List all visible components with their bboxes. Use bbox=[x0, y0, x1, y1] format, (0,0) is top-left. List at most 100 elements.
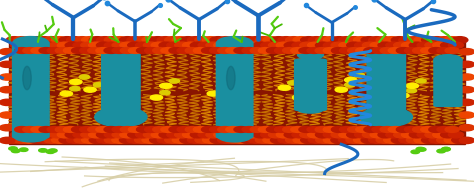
Circle shape bbox=[331, 132, 346, 138]
Circle shape bbox=[308, 37, 324, 43]
Circle shape bbox=[39, 48, 53, 53]
FancyBboxPatch shape bbox=[101, 53, 141, 111]
Circle shape bbox=[401, 42, 417, 48]
Circle shape bbox=[354, 137, 370, 143]
Circle shape bbox=[80, 127, 94, 132]
Circle shape bbox=[47, 127, 62, 132]
Circle shape bbox=[143, 132, 158, 138]
Circle shape bbox=[229, 132, 245, 138]
Circle shape bbox=[300, 42, 315, 48]
Circle shape bbox=[411, 150, 419, 154]
Circle shape bbox=[355, 42, 370, 48]
Circle shape bbox=[174, 132, 190, 138]
Circle shape bbox=[376, 37, 392, 43]
Circle shape bbox=[445, 48, 459, 53]
Circle shape bbox=[104, 37, 120, 43]
Circle shape bbox=[266, 127, 281, 132]
Circle shape bbox=[66, 137, 82, 143]
Circle shape bbox=[14, 137, 30, 143]
Circle shape bbox=[151, 42, 166, 48]
Circle shape bbox=[315, 127, 329, 132]
Circle shape bbox=[112, 137, 128, 143]
Circle shape bbox=[331, 127, 346, 132]
Circle shape bbox=[145, 48, 159, 53]
Circle shape bbox=[362, 42, 377, 48]
Circle shape bbox=[49, 149, 57, 152]
Circle shape bbox=[448, 42, 464, 48]
Circle shape bbox=[104, 132, 119, 138]
Circle shape bbox=[292, 42, 307, 48]
Circle shape bbox=[185, 48, 200, 53]
Circle shape bbox=[429, 137, 445, 143]
Circle shape bbox=[72, 48, 86, 53]
Circle shape bbox=[74, 37, 90, 43]
Circle shape bbox=[161, 48, 175, 53]
Circle shape bbox=[167, 42, 182, 48]
Circle shape bbox=[459, 112, 474, 118]
Circle shape bbox=[180, 37, 196, 43]
Ellipse shape bbox=[298, 105, 324, 113]
Circle shape bbox=[274, 48, 289, 53]
Circle shape bbox=[159, 132, 174, 138]
Circle shape bbox=[392, 37, 408, 43]
Circle shape bbox=[210, 48, 224, 53]
Circle shape bbox=[136, 132, 151, 138]
Ellipse shape bbox=[373, 48, 399, 57]
Circle shape bbox=[396, 127, 410, 132]
FancyBboxPatch shape bbox=[366, 53, 406, 111]
Circle shape bbox=[119, 37, 136, 43]
Circle shape bbox=[160, 90, 170, 95]
Circle shape bbox=[292, 132, 307, 138]
Circle shape bbox=[266, 48, 281, 53]
Circle shape bbox=[261, 132, 276, 138]
Circle shape bbox=[0, 137, 15, 144]
Circle shape bbox=[206, 132, 221, 138]
Circle shape bbox=[459, 61, 474, 67]
Circle shape bbox=[339, 48, 354, 53]
Circle shape bbox=[89, 42, 104, 48]
Circle shape bbox=[119, 137, 136, 143]
Circle shape bbox=[217, 87, 227, 91]
Circle shape bbox=[338, 37, 355, 43]
Circle shape bbox=[452, 37, 468, 43]
Circle shape bbox=[354, 37, 370, 43]
Circle shape bbox=[384, 137, 400, 143]
Circle shape bbox=[392, 137, 408, 143]
Circle shape bbox=[425, 132, 440, 138]
Circle shape bbox=[355, 132, 370, 138]
FancyBboxPatch shape bbox=[433, 61, 463, 107]
Circle shape bbox=[65, 132, 80, 138]
Circle shape bbox=[173, 137, 189, 143]
Circle shape bbox=[93, 83, 104, 87]
Polygon shape bbox=[9, 39, 465, 144]
Circle shape bbox=[29, 137, 45, 143]
Circle shape bbox=[96, 42, 111, 48]
Circle shape bbox=[323, 132, 338, 138]
Circle shape bbox=[388, 127, 402, 132]
Circle shape bbox=[459, 87, 474, 93]
Circle shape bbox=[401, 132, 417, 138]
Circle shape bbox=[370, 42, 385, 48]
Circle shape bbox=[150, 137, 166, 143]
Circle shape bbox=[233, 37, 249, 43]
Circle shape bbox=[59, 137, 75, 143]
Circle shape bbox=[285, 137, 301, 143]
Circle shape bbox=[372, 48, 386, 53]
Circle shape bbox=[339, 127, 354, 132]
Circle shape bbox=[416, 147, 425, 151]
Circle shape bbox=[406, 137, 422, 143]
Circle shape bbox=[0, 99, 15, 105]
Circle shape bbox=[421, 48, 435, 53]
Circle shape bbox=[418, 148, 426, 151]
Circle shape bbox=[437, 48, 451, 53]
Circle shape bbox=[445, 127, 459, 132]
Circle shape bbox=[444, 37, 460, 43]
Circle shape bbox=[283, 127, 297, 132]
Circle shape bbox=[135, 137, 151, 143]
Circle shape bbox=[36, 37, 53, 43]
Circle shape bbox=[39, 149, 47, 152]
Circle shape bbox=[354, 73, 365, 77]
Circle shape bbox=[459, 137, 474, 144]
Circle shape bbox=[165, 137, 181, 143]
Circle shape bbox=[120, 48, 135, 53]
